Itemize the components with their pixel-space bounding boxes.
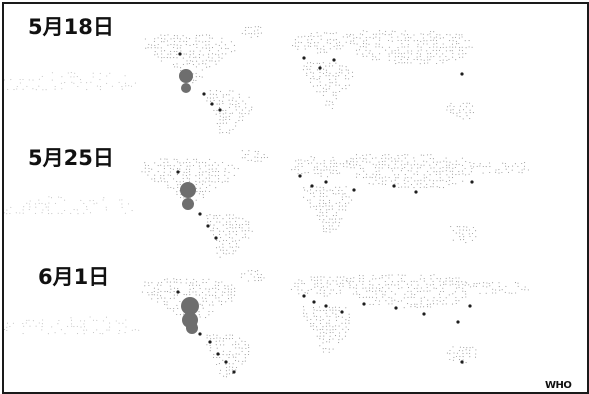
case-marker [394,306,398,310]
case-marker [324,180,328,184]
case-marker [210,102,214,106]
case-marker [218,108,222,112]
date-label-jun-1: 6月1日 [38,265,110,289]
case-marker [178,52,182,56]
case-marker [302,294,306,298]
case-marker [392,184,396,188]
case-marker [340,310,344,314]
date-label-may-18: 5月18日 [28,15,114,39]
case-marker [298,174,302,178]
case-marker [324,304,328,308]
outbreak-cluster [182,198,194,210]
case-marker [198,332,202,336]
case-marker [332,58,336,62]
outbreak-cluster [179,69,193,83]
world-maps-svg [4,26,529,378]
case-marker [232,370,236,374]
case-marker [208,340,212,344]
case-marker [302,56,306,60]
case-marker [362,302,366,306]
case-marker [176,290,180,294]
case-marker [310,184,314,188]
case-marker [456,320,460,324]
case-marker [224,360,228,364]
case-marker [216,352,220,356]
map-panel-may-18 [4,26,474,134]
case-marker [206,224,210,228]
case-marker [422,312,426,316]
case-marker [460,72,464,76]
case-marker [352,188,356,192]
date-label-may-25: 5月25日 [28,146,114,170]
case-marker [468,304,472,308]
outbreak-cluster [186,322,198,334]
case-marker [312,300,316,304]
case-marker [318,66,322,70]
case-marker [202,92,206,96]
case-marker [198,212,202,216]
case-marker [214,236,218,240]
case-marker [414,190,418,194]
outbreak-cluster [180,182,196,198]
case-marker [470,180,474,184]
map-panel-may-25 [4,150,529,258]
case-marker [460,360,464,364]
outbreak-cluster [181,83,191,93]
case-marker [176,170,180,174]
who-source-label: WHO [545,380,572,391]
map-panel-jun-1 [4,270,529,378]
outbreak-cluster [181,297,199,315]
